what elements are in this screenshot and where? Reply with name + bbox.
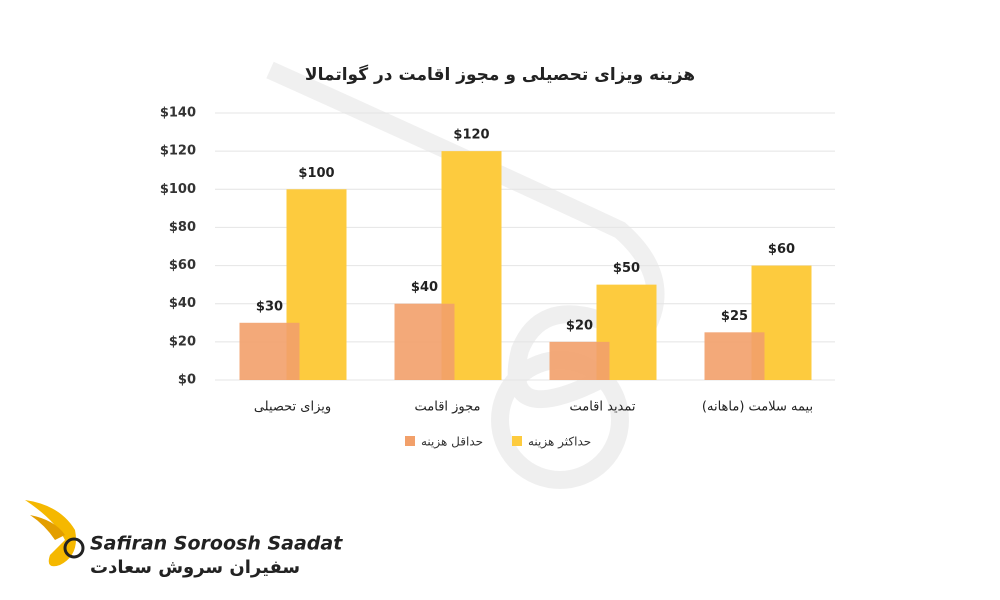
data-label: $30 (256, 299, 283, 314)
y-tick-label: $40 (169, 296, 196, 311)
bar (704, 332, 765, 380)
bar (239, 322, 300, 380)
data-label: $20 (566, 318, 593, 333)
logo: Safiran Soroosh Saadat سفیران سروش سعادت (25, 500, 343, 578)
x-tick-label: مجوز اقامت (415, 400, 481, 415)
y-tick-label: $20 (169, 334, 196, 349)
x-tick-label: بیمه سلامت (ماهانه) (702, 400, 813, 415)
legend-swatch (512, 436, 522, 446)
legend-swatch (405, 436, 415, 446)
brand-name-fa: سفیران سروش سعادت (90, 557, 300, 578)
data-label: $25 (721, 309, 748, 324)
logo-wing (30, 515, 65, 540)
data-label: $40 (411, 280, 438, 295)
data-label: $100 (298, 166, 334, 181)
y-tick-label: $80 (169, 220, 196, 235)
y-tick-label: $60 (169, 258, 196, 273)
chart-title: هزینه ویزای تحصیلی و مجوز اقامت در گواتم… (305, 64, 695, 85)
x-tick-label: تمدید اقامت (569, 400, 635, 415)
data-label: $50 (613, 261, 640, 276)
legend-label: حداکثر هزینه (528, 435, 591, 450)
y-tick-label: $120 (160, 144, 196, 159)
logo-wing (25, 500, 76, 567)
bar (394, 303, 455, 380)
x-tick-label: ویزای تحصیلی (254, 400, 331, 415)
legend-label: حداقل هزینه (421, 435, 483, 450)
brand-name: Safiran Soroosh Saadat (90, 533, 343, 555)
data-label: $120 (453, 128, 489, 143)
y-tick-label: $0 (178, 373, 196, 388)
y-tick-label: $100 (160, 182, 196, 197)
data-label: $60 (768, 242, 795, 257)
bar (549, 341, 610, 380)
y-tick-label: $140 (160, 106, 196, 121)
logo-circle (63, 537, 85, 559)
